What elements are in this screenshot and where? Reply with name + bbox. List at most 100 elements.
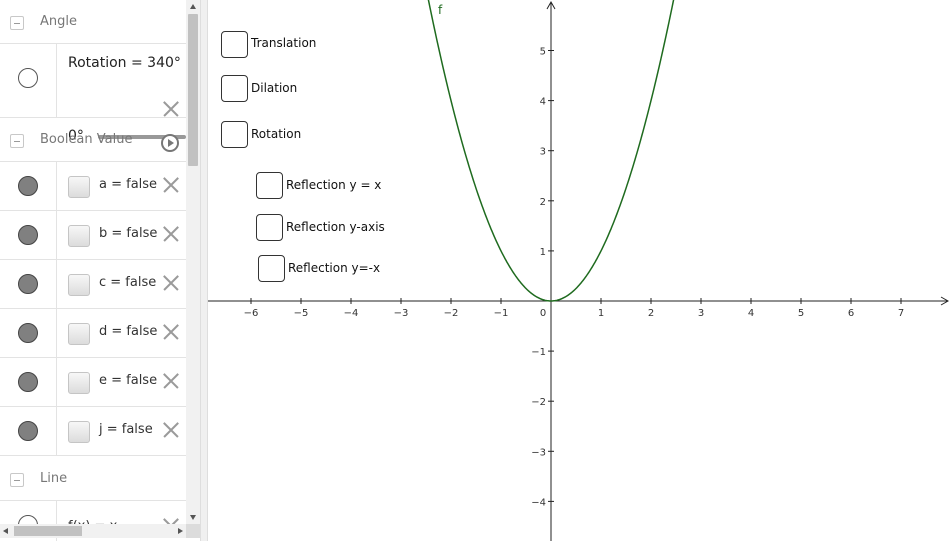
- visibility-toggle-icon[interactable]: [18, 421, 38, 441]
- algebra-item-e[interactable]: e = false: [0, 358, 186, 407]
- marble-cell: [0, 44, 57, 117]
- coordinate-plane[interactable]: −6 −5 −4 −3 −2 −1 0 1 2 3 4 5 6 7 5 4 3 2 1 −1 −2 −3 −4 f: [208, 0, 950, 541]
- x-tick-label: −4: [344, 308, 359, 319]
- delete-icon[interactable]: [160, 223, 182, 245]
- scrollbar-thumb[interactable]: [188, 14, 198, 166]
- scroll-up-icon[interactable]: [190, 4, 196, 9]
- rotation-checkbox[interactable]: [221, 121, 248, 148]
- scrollbar-thumb[interactable]: [14, 526, 82, 536]
- visibility-toggle-icon[interactable]: [18, 323, 38, 343]
- ticks: [250, 50, 902, 502]
- delete-icon[interactable]: [160, 370, 182, 392]
- scroll-left-icon[interactable]: [3, 528, 8, 534]
- marble-cell: [0, 358, 57, 406]
- x-tick-label: 0: [540, 308, 546, 319]
- x-axis-arrow-icon: [940, 296, 950, 306]
- translation-label[interactable]: Translation: [251, 36, 317, 50]
- group-header-boolean[interactable]: Boolean Value: [0, 118, 186, 162]
- boolean-definition[interactable]: e = false: [99, 373, 158, 388]
- y-tick-label: −1: [531, 347, 546, 358]
- reflection-y-axis-checkbox[interactable]: [256, 214, 283, 241]
- vertical-scrollbar[interactable]: [186, 0, 200, 524]
- algebra-item-d[interactable]: d = false: [0, 309, 186, 358]
- group-header-line[interactable]: Line: [0, 457, 186, 501]
- graphics-view[interactable]: −6 −5 −4 −3 −2 −1 0 1 2 3 4 5 6 7 5 4 3 2 1 −1 −2 −3 −4 f Tran…: [208, 0, 950, 541]
- view-splitter[interactable]: [200, 0, 208, 541]
- algebra-item-a[interactable]: a = false: [0, 162, 186, 211]
- boolean-checkbox[interactable]: [68, 372, 90, 394]
- marble-cell: [0, 162, 57, 210]
- visibility-toggle-icon[interactable]: [18, 225, 38, 245]
- visibility-toggle-icon[interactable]: [18, 372, 38, 392]
- algebra-view: Angle Rotation = 340° 0° Boolean Value a…: [0, 0, 200, 541]
- function-label[interactable]: f: [438, 3, 443, 17]
- boolean-definition[interactable]: j = false: [99, 422, 153, 437]
- marble-cell: [0, 211, 57, 259]
- x-tick-label: 5: [798, 308, 804, 319]
- marble-cell: [0, 260, 57, 308]
- collapse-icon[interactable]: [10, 134, 24, 148]
- x-tick-label: −3: [394, 308, 409, 319]
- play-animation-icon[interactable]: [161, 134, 179, 152]
- marble-cell: [0, 309, 57, 357]
- y-tick-label: 1: [540, 247, 546, 258]
- y-axis-arrow-icon: [546, 0, 556, 10]
- y-tick-label: 4: [540, 97, 546, 108]
- reflection-y-eq-neg-x-checkbox[interactable]: [258, 255, 285, 282]
- delete-icon[interactable]: [160, 174, 182, 196]
- visibility-toggle-icon[interactable]: [18, 176, 38, 196]
- rotation-slider-track[interactable]: [98, 135, 186, 139]
- y-tick-label: −4: [531, 497, 546, 508]
- reflection-y-eq-x-label[interactable]: Reflection y = x: [286, 178, 382, 192]
- collapse-icon[interactable]: [10, 16, 24, 30]
- algebra-item-c[interactable]: c = false: [0, 260, 186, 309]
- y-tick-label: −3: [531, 447, 546, 458]
- group-header-angle[interactable]: Angle: [0, 0, 186, 44]
- y-tick-label: −2: [531, 397, 546, 408]
- boolean-definition[interactable]: c = false: [99, 275, 157, 290]
- algebra-item-j[interactable]: j = false: [0, 407, 186, 456]
- x-tick-label: 7: [898, 308, 904, 319]
- reflection-y-axis-label[interactable]: Reflection y-axis: [286, 220, 385, 234]
- slider-min-label: 0°: [68, 128, 84, 144]
- rotation-label[interactable]: Rotation: [251, 127, 302, 141]
- scroll-right-icon[interactable]: [178, 528, 183, 534]
- x-tick-label: 4: [748, 308, 754, 319]
- x-tick-label: −5: [294, 308, 309, 319]
- reflection-y-eq-neg-x-label[interactable]: Reflection y=-x: [288, 261, 381, 275]
- x-tick-label: 3: [698, 308, 704, 319]
- dilation-label[interactable]: Dilation: [251, 81, 298, 95]
- y-tick-label: 5: [540, 47, 546, 58]
- y-tick-label: 3: [540, 147, 546, 158]
- reflection-y-eq-x-checkbox[interactable]: [256, 172, 283, 199]
- delete-icon[interactable]: [160, 419, 182, 441]
- group-title: Boolean Value: [40, 132, 133, 147]
- collapse-icon[interactable]: [10, 473, 24, 487]
- group-title: Angle: [40, 14, 77, 29]
- tick-labels: −6 −5 −4 −3 −2 −1 0 1 2 3 4 5 6 7 5 4 3 2 1 −1 −2 −3 −4: [244, 47, 905, 509]
- horizontal-scrollbar[interactable]: [0, 524, 186, 538]
- y-tick-label: 2: [540, 197, 546, 208]
- scroll-down-icon[interactable]: [190, 515, 196, 520]
- function-curve-f[interactable]: [416, 0, 685, 302]
- delete-icon[interactable]: [160, 98, 182, 120]
- boolean-definition[interactable]: b = false: [99, 226, 158, 241]
- boolean-checkbox[interactable]: [68, 274, 90, 296]
- boolean-definition[interactable]: d = false: [99, 324, 158, 339]
- boolean-checkbox[interactable]: [68, 225, 90, 247]
- x-tick-label: 6: [848, 308, 854, 319]
- visibility-toggle-icon[interactable]: [18, 68, 38, 88]
- dilation-checkbox[interactable]: [221, 75, 248, 102]
- boolean-definition[interactable]: a = false: [99, 177, 158, 192]
- delete-icon[interactable]: [160, 272, 182, 294]
- translation-checkbox[interactable]: [221, 31, 248, 58]
- visibility-toggle-icon[interactable]: [18, 274, 38, 294]
- boolean-checkbox[interactable]: [68, 323, 90, 345]
- boolean-checkbox[interactable]: [68, 421, 90, 443]
- x-tick-label: −2: [444, 308, 459, 319]
- boolean-checkbox[interactable]: [68, 176, 90, 198]
- rotation-definition[interactable]: Rotation = 340°: [68, 55, 181, 71]
- algebra-item-b[interactable]: b = false: [0, 211, 186, 260]
- algebra-item-rotation[interactable]: Rotation = 340° 0°: [0, 44, 186, 152]
- delete-icon[interactable]: [160, 321, 182, 343]
